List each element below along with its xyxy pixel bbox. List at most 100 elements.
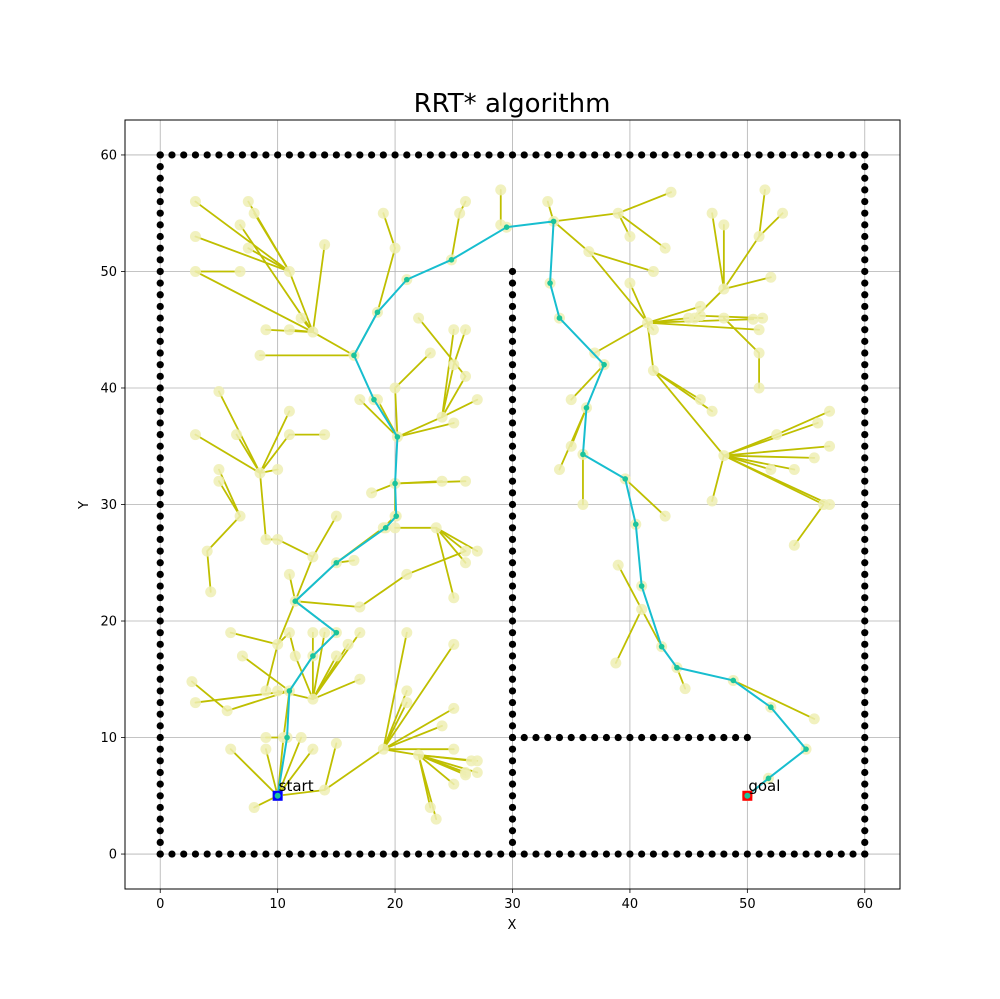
tree-node: [448, 702, 460, 714]
obstacle-point: [508, 326, 517, 334]
tree-node: [307, 693, 319, 705]
tree-edge: [276, 600, 297, 646]
obstacle-point: [262, 850, 270, 858]
obstacle-point: [508, 570, 517, 579]
y-axis-label: Y: [77, 501, 92, 510]
obstacle-point: [156, 396, 164, 404]
obstacle-point: [508, 535, 517, 544]
obstacle-point: [508, 372, 517, 380]
tree-edge: [247, 247, 291, 273]
start-node: [274, 792, 281, 799]
tree-node: [610, 657, 622, 669]
tree-node: [389, 242, 401, 254]
tree-edge: [593, 321, 649, 354]
obstacle-point: [156, 337, 164, 345]
tree-node: [577, 499, 589, 510]
tree-node: [436, 720, 448, 732]
obstacle-point: [156, 419, 164, 427]
obstacle-point: [520, 850, 528, 858]
path-node: [638, 583, 645, 589]
tree-edge: [311, 331, 355, 357]
tree-node: [788, 539, 800, 551]
obstacle-point: [508, 733, 517, 742]
tree-node: [430, 522, 442, 534]
obstacle-point: [602, 850, 611, 858]
obstacle-point: [861, 710, 869, 718]
y-tick-label: 0: [109, 848, 117, 863]
tree-node: [706, 405, 718, 417]
obstacle-point: [156, 372, 164, 380]
tree-edge: [570, 406, 588, 448]
tree-node: [471, 394, 483, 406]
tree-edge: [405, 550, 467, 576]
tree-node: [460, 769, 472, 781]
path-node: [392, 480, 398, 487]
tree-node: [401, 568, 413, 580]
tree-node: [753, 347, 765, 359]
obstacle-point: [414, 151, 423, 159]
obstacle-point: [438, 151, 446, 159]
tree-node: [283, 324, 295, 336]
obstacle-point: [802, 850, 810, 858]
tree-edge: [793, 503, 825, 547]
obstacle-point: [661, 850, 669, 858]
obstacle-point: [297, 151, 305, 159]
obstacle-point: [508, 757, 517, 765]
obstacle-point: [696, 733, 704, 742]
tree-edge: [259, 472, 267, 541]
obstacle-point: [861, 174, 869, 182]
x-axis-label: X: [508, 918, 517, 933]
obstacle-point: [156, 838, 164, 846]
x-tick-label: 30: [504, 897, 521, 912]
tree-node: [401, 685, 413, 697]
tree-edge: [614, 608, 643, 664]
obstacle-point: [203, 850, 211, 858]
obstacle-point: [661, 733, 669, 742]
tree-node: [389, 522, 401, 534]
tree-edge: [722, 454, 831, 506]
tree-edge: [382, 748, 420, 756]
tree-edge: [253, 212, 291, 273]
tree-node: [234, 219, 246, 231]
tree-node: [495, 184, 507, 196]
tree-node: [189, 265, 201, 277]
tree-node: [753, 231, 765, 243]
obstacle-point: [579, 850, 587, 858]
obstacle-point: [508, 279, 517, 287]
obstacle-point: [450, 850, 458, 858]
obstacle-point: [156, 407, 164, 415]
obstacle-point: [309, 151, 317, 159]
tree-node: [377, 207, 389, 219]
tree-node: [248, 207, 260, 219]
tree-edge: [617, 191, 672, 215]
obstacle-point: [156, 163, 164, 171]
obstacle-point: [274, 151, 282, 159]
obstacle-point: [344, 850, 352, 858]
tree-edge: [758, 189, 766, 238]
tree-edge: [417, 754, 432, 809]
tree-edge: [441, 363, 455, 419]
tree-edge: [265, 748, 279, 797]
obstacle-point: [861, 314, 869, 322]
obstacle-point: [767, 850, 775, 858]
tree-edge: [376, 247, 396, 314]
tree-node: [319, 784, 331, 796]
tree-edge: [323, 742, 338, 791]
tree-node: [354, 627, 366, 639]
obstacle-point: [708, 733, 716, 742]
obstacle-point: [156, 582, 164, 590]
tree-node: [283, 627, 295, 639]
path-node: [632, 521, 639, 528]
obstacle-point: [215, 850, 223, 858]
tree-node: [765, 271, 777, 283]
tree-node: [254, 349, 266, 361]
tree-node: [647, 365, 659, 377]
tree-edge: [259, 410, 291, 474]
tree-node: [589, 347, 601, 359]
tree-edge: [617, 212, 667, 250]
tree-node: [679, 683, 691, 695]
tree-node: [747, 313, 759, 325]
path-node: [286, 688, 293, 694]
obstacle-point: [696, 850, 704, 858]
path-node: [583, 404, 590, 411]
